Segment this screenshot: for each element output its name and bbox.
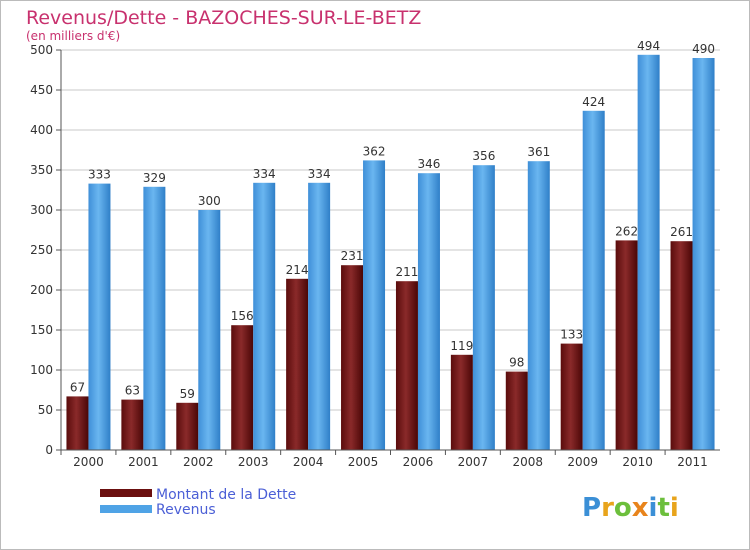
data-label-dette: 133 xyxy=(560,328,583,342)
legend-label-revenus: Revenus xyxy=(156,502,216,518)
bars xyxy=(66,55,714,450)
bar-dette xyxy=(561,344,583,450)
logo-text: Proxiti xyxy=(582,493,679,523)
y-tick-label: 350 xyxy=(30,163,53,177)
y-tick-label: 400 xyxy=(30,123,53,137)
y-tick-label: 250 xyxy=(30,243,53,257)
data-label-revenus: 300 xyxy=(198,194,221,208)
data-label-dette: 67 xyxy=(70,380,85,394)
bar-revenus xyxy=(308,183,330,450)
bar-revenus xyxy=(693,58,715,450)
x-tick-label: 2002 xyxy=(183,455,214,469)
x-tick-label: 2000 xyxy=(73,455,104,469)
bar-dette xyxy=(671,241,693,450)
bar-dette xyxy=(66,396,88,450)
data-label-revenus: 356 xyxy=(472,149,495,163)
legend: Montant de la Dette Revenus xyxy=(100,487,296,518)
bar-revenus xyxy=(88,184,110,450)
x-tick-label: 2010 xyxy=(622,455,653,469)
data-label-dette: 63 xyxy=(125,384,140,398)
data-label-revenus: 361 xyxy=(527,145,550,159)
bar-dette xyxy=(176,403,198,450)
x-tick-label: 2005 xyxy=(348,455,379,469)
data-label-revenus: 494 xyxy=(637,39,660,53)
bar-revenus xyxy=(143,187,165,450)
y-tick-label: 100 xyxy=(30,363,53,377)
bar-dette xyxy=(286,279,308,450)
legend-swatch-revenus xyxy=(100,505,152,513)
bar-revenus xyxy=(638,55,660,450)
data-label-dette: 261 xyxy=(670,225,693,239)
data-label-dette: 59 xyxy=(180,387,195,401)
bar-revenus xyxy=(473,165,495,450)
x-tick-label: 2001 xyxy=(128,455,159,469)
data-label-dette: 156 xyxy=(231,309,254,323)
x-tick-label: 2011 xyxy=(677,455,708,469)
bar-dette xyxy=(396,281,418,450)
data-label-dette: 231 xyxy=(341,249,364,263)
data-label-dette: 119 xyxy=(450,339,473,353)
bar-dette xyxy=(506,372,528,450)
x-tick-label: 2007 xyxy=(458,455,489,469)
y-tick-label: 200 xyxy=(30,283,53,297)
data-label-revenus: 329 xyxy=(143,171,166,185)
y-tick-label: 450 xyxy=(30,83,53,97)
bar-revenus xyxy=(418,173,440,450)
data-label-revenus: 333 xyxy=(88,168,111,182)
chart-subtitle: (en milliers d'€) xyxy=(26,29,120,43)
bar-revenus xyxy=(583,111,605,450)
data-label-revenus: 490 xyxy=(692,42,715,56)
data-label-revenus: 334 xyxy=(253,167,276,181)
bar-revenus xyxy=(198,210,220,450)
data-label-dette: 211 xyxy=(396,265,419,279)
x-tick-label: 2004 xyxy=(293,455,324,469)
y-tick-label: 0 xyxy=(45,443,53,457)
legend-label-debt: Montant de la Dette xyxy=(156,487,296,503)
data-label-dette: 98 xyxy=(509,356,524,370)
x-tick-label: 2006 xyxy=(403,455,434,469)
bar-dette xyxy=(341,265,363,450)
chart-title: Revenus/Dette - BAZOCHES-SUR-LE-BETZ xyxy=(26,7,421,29)
bar-dette xyxy=(451,355,473,450)
x-tick-label: 2003 xyxy=(238,455,269,469)
bar-dette xyxy=(231,325,253,450)
y-tick-label: 500 xyxy=(30,43,53,57)
y-tick-label: 150 xyxy=(30,323,53,337)
y-tick-label: 50 xyxy=(38,403,53,417)
data-label-revenus: 334 xyxy=(308,167,331,181)
data-label-revenus: 346 xyxy=(418,157,441,171)
bar-revenus xyxy=(528,161,550,450)
bar-revenus xyxy=(363,160,385,450)
chart: Revenus/Dette - BAZOCHES-SUR-LE-BETZ (en… xyxy=(0,0,750,550)
bar-revenus xyxy=(253,183,275,450)
data-label-dette: 214 xyxy=(286,263,309,277)
data-label-revenus: 424 xyxy=(582,95,605,109)
x-tick-label: 2008 xyxy=(513,455,544,469)
proxiti-logo: Proxiti xyxy=(582,493,679,523)
data-label-dette: 262 xyxy=(615,224,638,238)
bar-dette xyxy=(121,400,143,450)
y-tick-label: 300 xyxy=(30,203,53,217)
data-label-revenus: 362 xyxy=(363,144,386,158)
bar-dette xyxy=(616,240,638,450)
legend-swatch-debt xyxy=(100,489,152,497)
x-tick-label: 2009 xyxy=(567,455,598,469)
